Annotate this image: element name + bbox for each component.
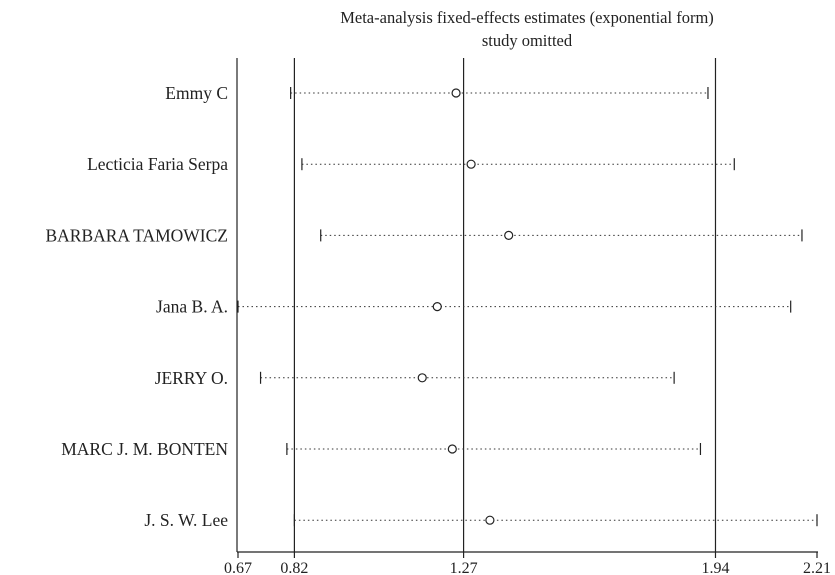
chart-title: Meta-analysis fixed-effects estimates (e… — [340, 8, 714, 27]
study-label: MARC J. M. BONTEN — [61, 439, 228, 459]
estimate-point — [417, 373, 427, 383]
x-tick-label-1: 0.82 — [280, 560, 308, 575]
estimate-point — [466, 159, 476, 169]
estimate-point — [447, 444, 457, 454]
estimate-point — [432, 302, 442, 312]
study-label: JERRY O. — [155, 368, 228, 388]
study-row: Jana B. A. — [156, 297, 792, 317]
study-label: J. S. W. Lee — [144, 510, 228, 530]
study-row: J. S. W. Lee — [144, 510, 818, 530]
estimate-point — [485, 515, 495, 525]
x-tick-label-2: 1.27 — [450, 560, 478, 575]
x-tick-label-0: 0.67 — [224, 560, 252, 575]
study-row: JERRY O. — [155, 368, 675, 388]
study-label: BARBARA TAMOWICZ — [45, 225, 228, 245]
study-label: Lecticia Faria Serpa — [87, 154, 228, 174]
x-tick-label-3: 1.94 — [701, 560, 729, 575]
estimate-point — [504, 230, 514, 240]
study-row: MARC J. M. BONTEN — [61, 439, 702, 459]
chart-subtitle: study omitted — [482, 31, 573, 50]
study-row: Lecticia Faria Serpa — [87, 154, 735, 174]
study-label: Emmy C — [165, 83, 228, 103]
study-label: Jana B. A. — [156, 297, 228, 317]
estimate-point — [451, 88, 461, 98]
study-row: Emmy C — [165, 83, 709, 103]
x-tick-label-4: 2.21 — [803, 560, 831, 575]
study-row: BARBARA TAMOWICZ — [45, 225, 803, 245]
